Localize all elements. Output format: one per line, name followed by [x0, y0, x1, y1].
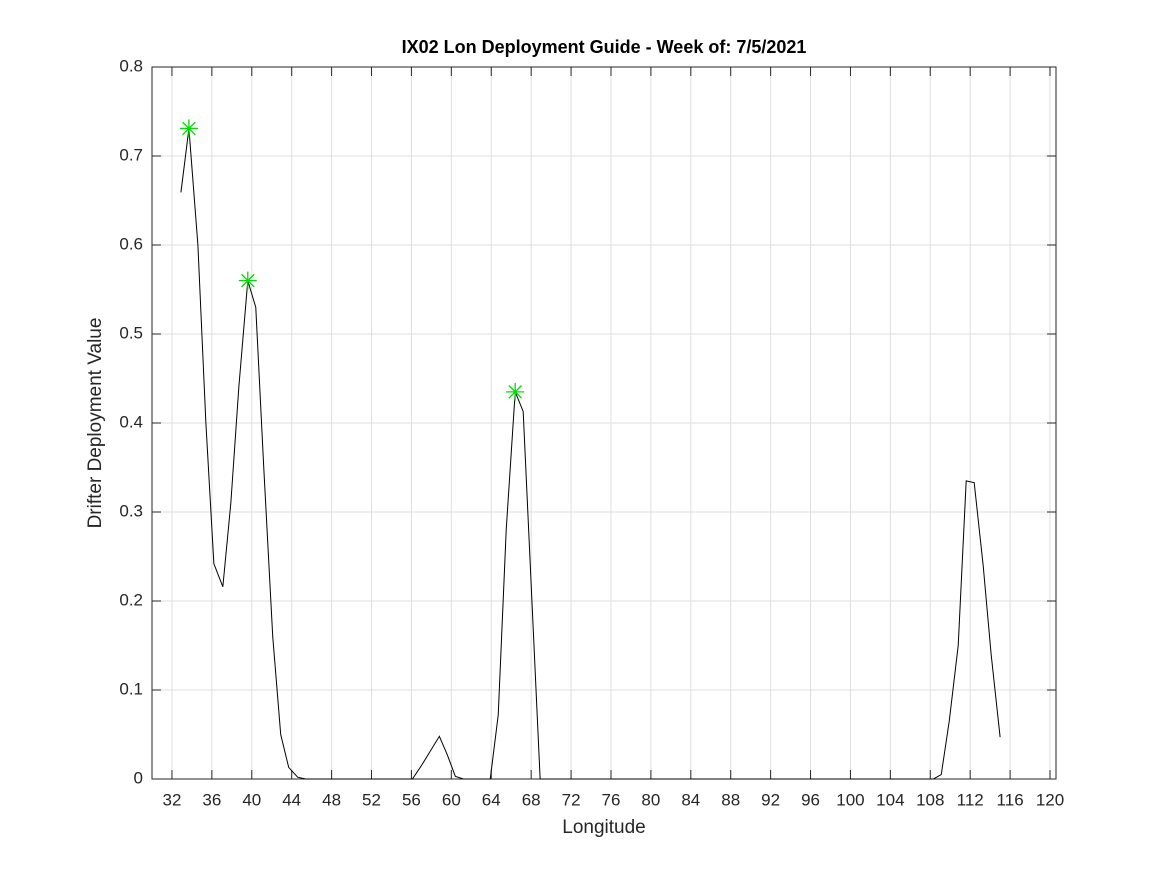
x-tick-label: 44 — [282, 790, 301, 809]
x-tick-label: 116 — [997, 790, 1024, 809]
y-tick-label: 0.1 — [119, 679, 143, 698]
x-tick-label: 60 — [442, 790, 461, 809]
peak-marker — [238, 271, 257, 290]
x-tick-label: 100 — [836, 790, 864, 809]
x-tick-label: 80 — [641, 790, 660, 809]
x-tick-label: 112 — [957, 790, 984, 809]
x-tick-label: 56 — [402, 790, 421, 809]
x-tick-label: 36 — [202, 790, 221, 809]
x-tick-label: 108 — [916, 790, 944, 809]
x-tick-label: 48 — [322, 790, 341, 809]
y-tick-label: 0 — [134, 768, 143, 787]
data-line — [180, 128, 1001, 780]
x-tick-label: 32 — [162, 790, 181, 809]
y-tick-label: 0.3 — [119, 501, 143, 520]
y-tick-label: 0.5 — [119, 323, 143, 342]
y-tick-label: 0.6 — [119, 234, 143, 253]
x-tick-label: 120 — [1036, 790, 1064, 809]
x-tick-label: 92 — [761, 790, 780, 809]
x-tick-label: 52 — [362, 790, 381, 809]
x-tick-label: 68 — [522, 790, 541, 809]
x-axis-label: Longitude — [562, 817, 645, 838]
y-tick-label: 0.7 — [119, 145, 143, 164]
x-tick-label: 88 — [721, 790, 740, 809]
x-tick-label: 40 — [242, 790, 261, 809]
peak-marker — [506, 382, 525, 401]
x-tick-label: 76 — [602, 790, 621, 809]
x-tick-label: 96 — [801, 790, 820, 809]
x-tick-label: 72 — [562, 790, 581, 809]
chart-title: IX02 Lon Deployment Guide - Week of: 7/5… — [402, 37, 807, 57]
y-tick-label: 0.2 — [119, 590, 143, 609]
y-axis-label: Drifter Deployment Value — [85, 318, 106, 529]
y-tick-label: 0.8 — [119, 56, 143, 75]
peak-marker — [179, 119, 198, 138]
x-tick-label: 64 — [482, 790, 501, 809]
x-tick-label: 104 — [876, 790, 904, 809]
x-tick-label: 84 — [681, 790, 700, 809]
y-tick-label: 0.4 — [119, 412, 143, 431]
